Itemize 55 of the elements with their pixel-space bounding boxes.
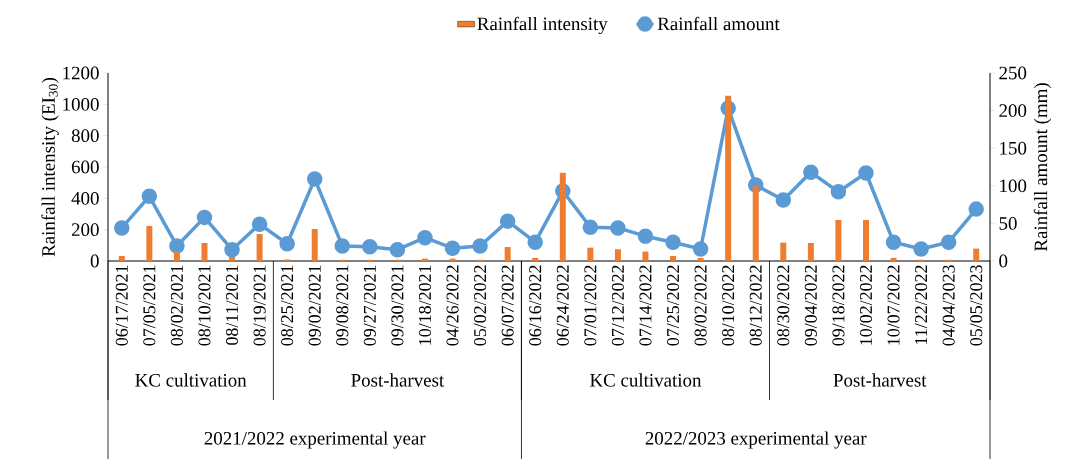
x-tick-label: 06/17/2021 bbox=[115, 265, 128, 346]
x-tick-label: 06/16/2022 bbox=[529, 265, 542, 346]
x-tick-label: 08/11/2021 bbox=[225, 265, 239, 345]
y-tick-label: 0 bbox=[90, 254, 99, 268]
y2-tick-label: 100 bbox=[1000, 179, 1027, 193]
text: KC cultivation bbox=[590, 373, 702, 387]
y2-axis-title: Rainfall amount (mm) bbox=[1033, 83, 1052, 252]
x-tick-label: 08/30/2022 bbox=[777, 265, 790, 346]
x-tick-label: 10/02/2022 bbox=[859, 265, 873, 345]
x-tick-label: 06/07/2022 bbox=[501, 265, 514, 346]
y-tick-label: 1000 bbox=[63, 97, 99, 111]
y2-tick-label: 200 bbox=[999, 104, 1027, 117]
x-tick-label: 07/12/2022 bbox=[611, 265, 624, 346]
x-tick-label: 07/14/2022 bbox=[639, 265, 652, 346]
x-tick-label: 09/08/2021 bbox=[336, 265, 349, 346]
y-tick-label: 1200 bbox=[63, 66, 99, 80]
legend-label: Rainfall amount bbox=[657, 16, 780, 31]
x-tick-label: 07/01/2022 bbox=[584, 265, 597, 346]
x-tick-label: 07/25/2022 bbox=[666, 265, 680, 346]
x-tick-label: 05/05/2023 bbox=[970, 265, 983, 346]
y-tick-label: 400 bbox=[71, 191, 99, 205]
text: Post-harvest bbox=[351, 373, 445, 387]
x-tick-label: 09/18/2022 bbox=[832, 265, 845, 346]
x-tick-label: 06/24/2022 bbox=[556, 265, 569, 346]
x-tick-label: 08/12/2022 bbox=[749, 265, 762, 346]
y2-tick-label: 50 bbox=[999, 217, 1017, 230]
x-tick-label: 08/19/2021 bbox=[253, 265, 266, 346]
y2-tick-label: 150 bbox=[1000, 141, 1027, 155]
x-tick-label: 08/02/2021 bbox=[170, 265, 183, 346]
text: 2021/2022 experimental year bbox=[204, 431, 426, 449]
x-tick-label: 10/18/2021 bbox=[418, 265, 432, 345]
y-tick-label: 600 bbox=[71, 160, 99, 174]
x-tick-label: 05/02/2022 bbox=[474, 265, 487, 346]
y2-tick-label: 0 bbox=[999, 254, 1008, 268]
y-axis-title: Rainfall intensity (EI$_{30}$) bbox=[41, 77, 59, 257]
x-tick-label: 09/30/2021 bbox=[391, 265, 404, 346]
y-tick-label: 800 bbox=[71, 129, 99, 143]
x-tick-label: 09/04/2022 bbox=[804, 265, 817, 346]
y-tick-label: 200 bbox=[71, 223, 99, 237]
x-tick-label: 10/07/2022 bbox=[887, 265, 900, 345]
x-tick-label: 08/10/2022 bbox=[722, 265, 735, 346]
text: 2022/2023 experimental year bbox=[645, 431, 867, 449]
legend-label: Rainfall intensity bbox=[477, 16, 608, 35]
text: Post-harvest bbox=[833, 373, 927, 387]
x-tick-label: 08/10/2021 bbox=[198, 265, 211, 346]
x-tick-label: 09/02/2021 bbox=[308, 265, 321, 346]
x-tick-label: 11/22/2022 bbox=[915, 265, 928, 344]
y2-tick-label: 250 bbox=[999, 66, 1027, 80]
x-tick-label: 08/02/2022 bbox=[694, 265, 707, 346]
x-tick-label: 09/27/2021 bbox=[363, 265, 376, 346]
text: KC cultivation bbox=[135, 373, 247, 387]
x-tick-label: 07/05/2021 bbox=[143, 265, 156, 346]
x-tick-label: 04/26/2022 bbox=[446, 265, 459, 346]
x-tick-label: 04/04/2023 bbox=[942, 265, 955, 346]
x-tick-label: 08/25/2021 bbox=[281, 265, 294, 346]
